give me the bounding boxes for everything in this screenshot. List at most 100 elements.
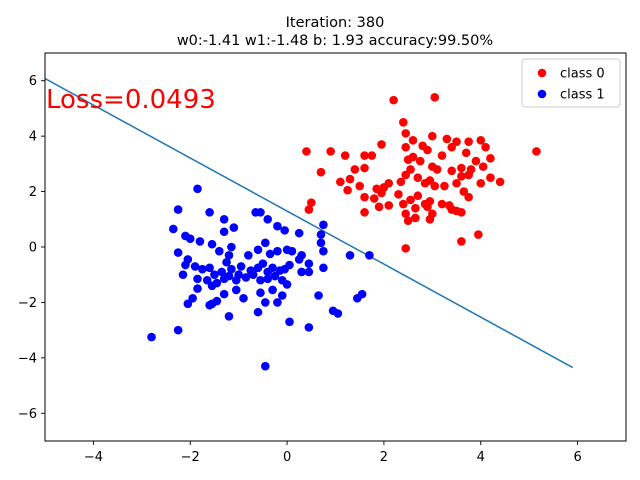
data-point [183, 299, 193, 309]
data-point [188, 293, 197, 303]
legend-label: class 1 [560, 88, 605, 103]
data-point [282, 280, 292, 289]
data-point [277, 291, 287, 300]
data-point [411, 213, 420, 223]
data-layer [45, 77, 574, 371]
data-point [178, 270, 188, 280]
data-point [304, 267, 314, 277]
data-point [401, 142, 411, 152]
data-point [428, 209, 437, 219]
data-point [374, 202, 384, 212]
data-point [333, 309, 343, 318]
data-point [459, 187, 469, 196]
data-point [423, 145, 432, 155]
y-tick-label: 6 [29, 74, 37, 89]
data-point [224, 311, 234, 321]
decision-boundary-line [45, 77, 574, 369]
data-point [248, 270, 258, 280]
data-point [401, 129, 411, 138]
chart-title-line1: Iteration: 380 [286, 15, 385, 31]
data-point [360, 151, 369, 160]
data-point [486, 173, 495, 183]
data-point [495, 177, 505, 187]
data-point [369, 194, 379, 203]
data-point [263, 274, 273, 284]
y-tick-label: −6 [18, 407, 37, 422]
data-point [256, 208, 265, 217]
data-point [457, 172, 466, 181]
legend-marker [537, 89, 547, 99]
data-point [229, 223, 239, 232]
data-point [306, 198, 316, 207]
data-point [476, 136, 486, 145]
data-point [205, 263, 214, 273]
data-point [239, 293, 248, 303]
data-point [360, 192, 369, 202]
data-point [287, 246, 297, 256]
data-point [413, 173, 423, 183]
data-point [231, 285, 241, 295]
data-point [256, 288, 265, 298]
data-point [406, 195, 415, 205]
x-tick-label: −4 [84, 450, 103, 465]
data-point [437, 151, 447, 160]
data-point [215, 246, 224, 256]
data-point [236, 262, 246, 271]
data-point [273, 246, 282, 256]
data-point [207, 299, 217, 309]
data-point [401, 170, 411, 180]
data-point [273, 221, 282, 231]
data-point [447, 142, 457, 152]
data-point [193, 184, 202, 194]
data-point [440, 181, 449, 191]
x-tick-label: 6 [573, 450, 581, 465]
y-tick-label: −4 [18, 351, 37, 366]
data-point [406, 165, 415, 174]
data-point [389, 95, 398, 105]
data-point [173, 325, 183, 335]
data-point [304, 205, 314, 214]
data-point [253, 307, 263, 317]
data-point [403, 155, 413, 164]
data-point [403, 216, 413, 225]
data-point [532, 147, 541, 156]
y-axis: −6 −4 −2 0 2 4 6 [18, 74, 45, 422]
data-point [464, 192, 473, 202]
data-point [231, 275, 241, 285]
legend-box [521, 58, 621, 108]
data-point [343, 185, 352, 195]
data-point [270, 271, 280, 281]
y-tick-label: 2 [29, 185, 37, 200]
data-point [486, 154, 495, 163]
data-point [360, 163, 369, 173]
plot-area: −4 −2 0 2 4 6 −6 −4 −2 0 2 4 6 [18, 52, 627, 465]
data-point [273, 298, 282, 307]
data-point [294, 228, 304, 238]
data-point [304, 323, 314, 332]
data-point [357, 289, 367, 299]
data-point [260, 238, 270, 248]
x-axis: −4 −2 0 2 4 6 [84, 441, 582, 465]
data-point [345, 251, 355, 260]
data-point [173, 205, 183, 214]
data-point [227, 264, 236, 274]
data-point [452, 137, 461, 146]
data-point [219, 289, 229, 299]
data-point [476, 178, 486, 188]
y-tick-label: 0 [29, 241, 37, 256]
data-point [355, 181, 365, 191]
data-point [263, 214, 273, 224]
data-point [430, 93, 440, 102]
data-point [224, 271, 234, 281]
chart-title: Iteration: 380 w0:-1.41 w1:-1.48 b: 1.93… [177, 15, 493, 49]
x-tick-label: 0 [283, 450, 291, 465]
data-point [401, 209, 411, 219]
data-point [222, 257, 231, 267]
x-tick-label: −2 [181, 450, 200, 465]
data-point [260, 361, 270, 371]
data-point [398, 117, 408, 127]
data-point [350, 165, 360, 174]
data-point [457, 163, 466, 173]
data-point [285, 260, 294, 270]
data-point [207, 239, 217, 249]
